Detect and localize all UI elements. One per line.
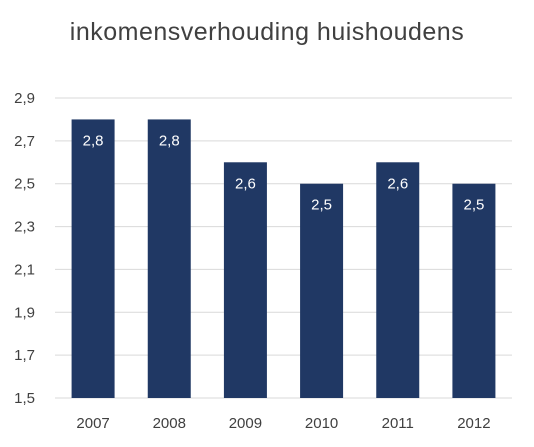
bar <box>376 162 420 398</box>
x-tick-label: 2008 <box>153 415 186 432</box>
y-tick-label: 2,9 <box>14 90 35 107</box>
data-label: 2,8 <box>159 132 180 149</box>
bar <box>71 119 115 398</box>
bar <box>300 183 344 398</box>
bar <box>223 162 267 398</box>
x-tick-label: 2011 <box>382 415 414 432</box>
bar <box>452 183 496 398</box>
bar <box>147 119 191 398</box>
data-label: 2,8 <box>83 132 104 149</box>
chart-title: inkomensverhouding huishoudens <box>69 18 465 46</box>
x-tick-label: 2009 <box>229 415 262 432</box>
y-tick-label: 2,1 <box>14 261 35 278</box>
data-label: 2,6 <box>235 175 256 192</box>
y-tick-label: 2,3 <box>14 219 35 236</box>
x-tick-label: 2012 <box>457 415 490 432</box>
x-tick-label: 2010 <box>305 415 338 432</box>
data-label: 2,5 <box>311 197 332 214</box>
data-label: 2,6 <box>387 175 408 192</box>
y-tick-label: 2,7 <box>14 133 35 150</box>
x-tick-label: 2007 <box>76 415 109 432</box>
y-tick-label: 2,5 <box>14 176 35 193</box>
y-tick-label: 1,9 <box>14 304 35 321</box>
y-tick-label: 1,5 <box>14 390 35 407</box>
data-label: 2,5 <box>463 197 484 214</box>
y-tick-label: 1,7 <box>14 347 35 364</box>
